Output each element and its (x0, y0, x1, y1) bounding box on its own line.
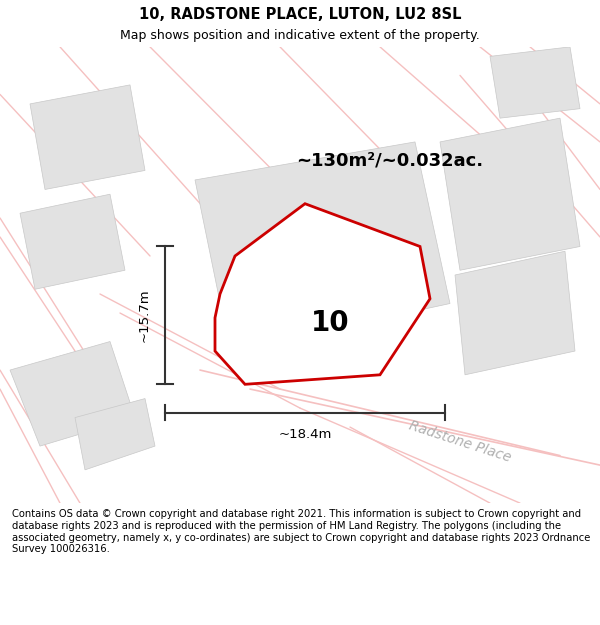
Text: Radstone Place: Radstone Place (407, 418, 513, 464)
Polygon shape (10, 341, 135, 446)
Text: ~15.7m: ~15.7m (138, 289, 151, 342)
Text: ~130m²/~0.032ac.: ~130m²/~0.032ac. (296, 152, 484, 170)
Polygon shape (30, 85, 145, 189)
Text: Contains OS data © Crown copyright and database right 2021. This information is : Contains OS data © Crown copyright and d… (12, 509, 590, 554)
Polygon shape (490, 47, 580, 118)
Polygon shape (195, 142, 450, 351)
Text: Map shows position and indicative extent of the property.: Map shows position and indicative extent… (120, 29, 480, 42)
Polygon shape (215, 204, 430, 384)
Polygon shape (440, 118, 580, 270)
Text: 10: 10 (311, 309, 349, 336)
Text: 10, RADSTONE PLACE, LUTON, LU2 8SL: 10, RADSTONE PLACE, LUTON, LU2 8SL (139, 7, 461, 22)
Polygon shape (455, 251, 575, 375)
Polygon shape (20, 194, 125, 289)
Polygon shape (75, 399, 155, 470)
Text: ~18.4m: ~18.4m (278, 428, 332, 441)
